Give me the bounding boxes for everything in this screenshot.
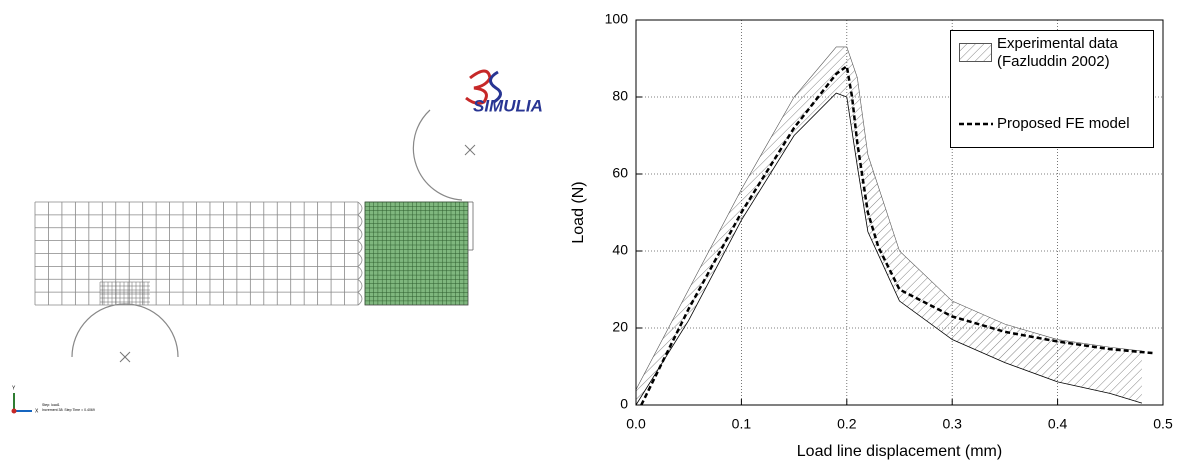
roller	[72, 304, 178, 357]
mesh-line	[358, 215, 362, 228]
mesh-line	[358, 202, 362, 215]
triad: Y X Step: load1 Increment 38: Step Time …	[12, 385, 95, 414]
x-tick-label: 0.1	[732, 416, 752, 432]
mesh-line	[358, 279, 362, 292]
legend-swatch	[959, 43, 993, 63]
y-tick-label: 60	[612, 165, 628, 181]
y-tick-label: 20	[612, 319, 628, 335]
legend-label: Proposed FE model	[997, 115, 1130, 133]
x-tick-label: 0.5	[1153, 416, 1173, 432]
x-tick-label: 0.3	[942, 416, 962, 432]
step-info: Step: load1	[42, 403, 60, 407]
legend-swatch	[959, 119, 993, 129]
axis-label: Y	[12, 385, 16, 391]
figure: SIMULIA Y X Step: load1 Increment 38: St…	[0, 0, 1182, 464]
roller	[413, 110, 462, 200]
mesh-line	[358, 292, 362, 305]
mesh-line	[358, 241, 362, 254]
legend: Experimental data (Fazluddin 2002) Propo…	[950, 30, 1154, 148]
legend-label: Experimental data (Fazluddin 2002)	[997, 35, 1118, 71]
x-axis-label: Load line displacement (mm)	[797, 443, 1002, 460]
logo-text: SIMULIA	[473, 96, 543, 115]
x-tick-label: 0.0	[626, 416, 646, 432]
mesh-line	[358, 228, 362, 241]
x-tick-label: 0.2	[837, 416, 857, 432]
y-axis-label: Load (N)	[570, 181, 587, 243]
y-tick-label: 100	[605, 11, 629, 27]
x-tick-label: 0.4	[1048, 416, 1068, 432]
step-info: Increment 38: Step Time = 0.4069	[42, 408, 95, 412]
fe-mesh	[35, 110, 475, 362]
page: SIMULIA Y X Step: load1 Increment 38: St…	[0, 0, 1182, 464]
y-tick-label: 0	[620, 396, 628, 412]
simulia-logo: SIMULIA	[466, 71, 543, 115]
axis-label: X	[35, 408, 39, 414]
mesh-line	[358, 254, 362, 267]
mesh-line	[358, 267, 362, 280]
y-tick-label: 40	[612, 242, 628, 258]
y-tick-label: 80	[612, 88, 628, 104]
